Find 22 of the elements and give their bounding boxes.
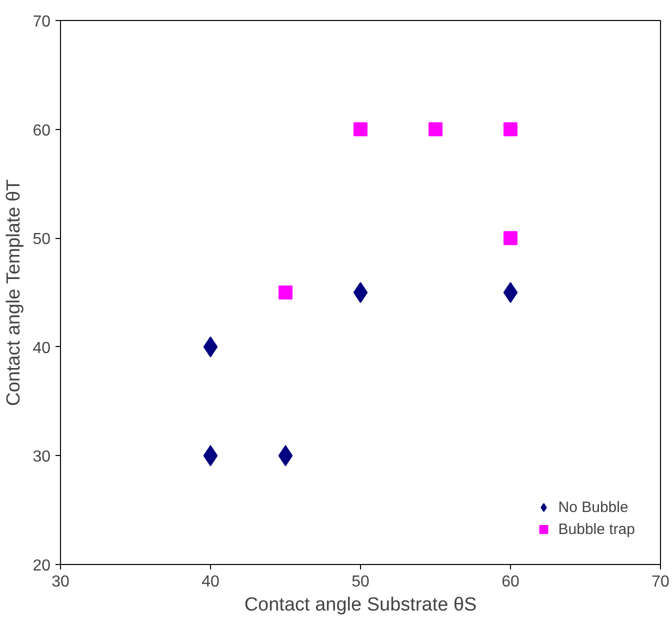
point (503, 282, 518, 303)
point (504, 122, 518, 136)
y-axis-title: Contact angle Template θT (4, 178, 25, 406)
x-tick-label: 50 (352, 574, 370, 590)
y-tick-label: 70 (32, 14, 51, 30)
point (353, 282, 368, 303)
x-tick-label: 60 (502, 574, 520, 590)
point (428, 122, 442, 136)
y-tick-label: 40 (32, 340, 51, 357)
y-tick-label: 60 (32, 122, 51, 140)
y-tick-label: 30 (32, 448, 51, 466)
x-tick-label: 40 (202, 574, 220, 590)
x-axis-title: Contact angle Substrate θS (244, 594, 477, 616)
y-tick-label: 20 (32, 558, 51, 574)
point (354, 122, 368, 136)
x-tick-label: 70 (652, 574, 670, 590)
x-tick-label: 30 (52, 574, 70, 590)
legend-label: No Bubble (558, 498, 628, 516)
point (278, 286, 292, 300)
y-tick-label: 50 (32, 231, 51, 248)
legend-label: Bubble trap (558, 520, 635, 538)
point (504, 231, 518, 246)
